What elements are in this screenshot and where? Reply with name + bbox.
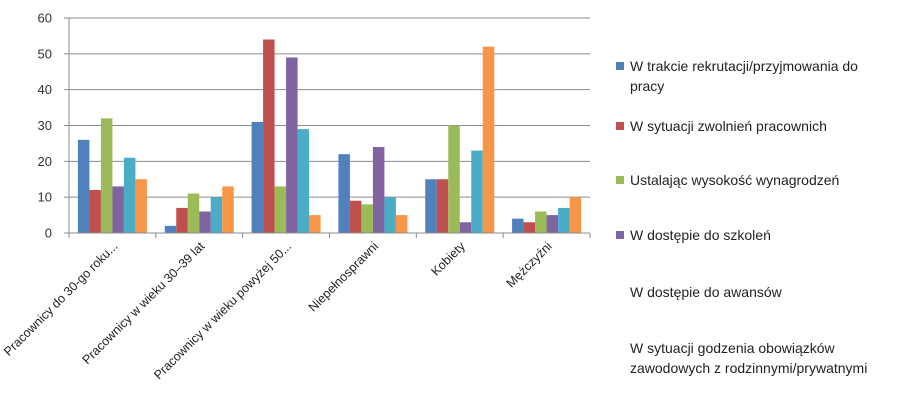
legend-label: W sytuacji godzenia obowiązków zawodowyc… [630, 340, 868, 376]
y-tick-label: 40 [38, 82, 52, 97]
bar [251, 121, 264, 233]
bar [384, 197, 396, 233]
bar [187, 193, 200, 233]
bar [338, 154, 350, 233]
bar [199, 211, 211, 233]
bar [535, 211, 547, 233]
bar [459, 222, 472, 233]
legend-label: Ustalając wysokość wynagrodzeń [630, 172, 840, 188]
bar [349, 200, 362, 233]
bar [448, 125, 460, 233]
bar [135, 179, 147, 233]
y-tick-label: 50 [38, 46, 52, 61]
legend-item-recruitment: W trakcie rekrutacji/przyjmowania do pra… [616, 56, 916, 96]
bar [222, 186, 234, 233]
bar [436, 179, 449, 233]
bar [89, 190, 101, 233]
y-tick-label: 20 [38, 154, 52, 169]
y-tick-label: 60 [38, 11, 52, 26]
x-category-label: Kobiety [428, 239, 468, 279]
y-tick-label: 10 [38, 190, 52, 205]
bar [546, 215, 559, 233]
legend-swatch [616, 176, 624, 184]
legend-swatch [616, 62, 624, 70]
bar [210, 197, 223, 233]
bars [77, 39, 582, 233]
x-axis-category-labels: Pracownicy do 30-go roku...Pracownicy w … [1, 239, 555, 383]
bar [471, 150, 483, 233]
legend-label: W dostępie do awansów [630, 284, 782, 300]
legend-item-training: W dostępie do szkoleń [616, 225, 916, 245]
bar [77, 139, 90, 233]
x-category-label: Mężczyźni [504, 239, 555, 290]
bar [286, 57, 298, 233]
bar [123, 157, 136, 233]
bar [112, 186, 124, 233]
bar [274, 186, 287, 233]
x-category-label: Pracownicy w wieku powyżej 50... [151, 239, 294, 382]
legend-swatch [616, 122, 624, 130]
bar [361, 204, 373, 233]
y-tick-label: 30 [38, 118, 52, 133]
bar [263, 39, 275, 233]
legend-item-salaries: Ustalając wysokość wynagrodzeń [616, 170, 916, 190]
bar [395, 215, 408, 233]
bar [100, 118, 113, 233]
bar [558, 207, 570, 233]
legend-label: W trakcie rekrutacji/przyjmowania do pra… [630, 58, 858, 94]
gridlines [69, 17, 590, 198]
legend-label: W dostępie do szkoleń [630, 227, 771, 243]
y-tick-label: 0 [45, 226, 52, 241]
bar [309, 215, 321, 233]
y-axis-ticks: 0 10 20 30 40 50 60 [38, 11, 52, 241]
legend-item-work-life: W sytuacji godzenia obowiązków zawodowyc… [616, 338, 916, 378]
bar [164, 225, 177, 233]
bar [425, 179, 437, 233]
bar [297, 129, 310, 233]
bar [482, 46, 495, 233]
axes [64, 17, 591, 238]
bar [569, 197, 582, 233]
bar [176, 207, 188, 233]
legend-label: W sytuacji zwolnień pracownich [630, 118, 827, 134]
legend-item-dismissals: W sytuacji zwolnień pracownich [616, 116, 916, 136]
bar [523, 222, 536, 233]
legend-item-promotions: W dostępie do awansów [616, 282, 916, 302]
legend-swatch [616, 231, 624, 239]
bar [512, 218, 524, 233]
bar [372, 147, 385, 233]
x-category-label: Niepełnosprawni [306, 239, 381, 314]
